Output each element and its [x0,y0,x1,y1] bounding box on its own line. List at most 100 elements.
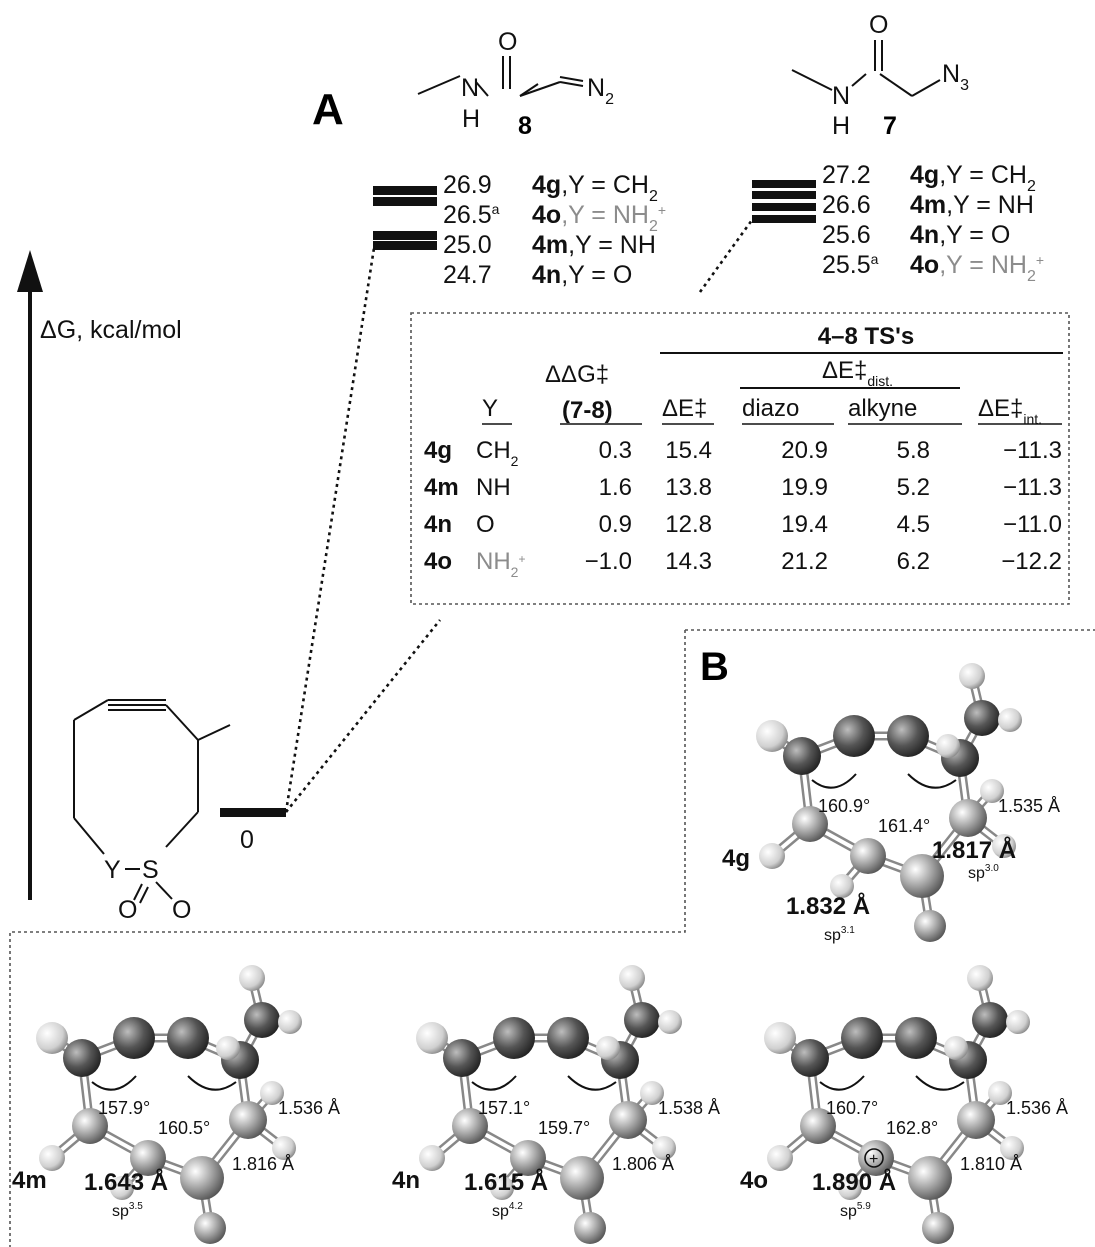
level-value: 25.0 [443,231,492,259]
col-header-y: Y [482,395,498,422]
angle-label-1: 160.7° [826,1098,878,1118]
atom-O-8: O [498,28,517,56]
zero-label: 0 [240,826,254,854]
ts-structure-4m: 157.9° 160.5° 1.536 Å 1.816 Å 4m 1.643 Å sp3.5 [12,965,340,1244]
table-cell-alkyne: 6.2 [897,548,930,575]
angle-label-2: 161.4° [878,816,930,836]
ddg-header: ΔΔG‡ [545,361,609,388]
bond-ys-label: 1.643 Å [84,1168,168,1196]
level-value: 25.5a [822,251,879,279]
panel-b-label: B [700,645,729,689]
table-row-id: 4m [424,474,459,501]
atom [850,838,886,874]
table-row-y: O [476,511,495,538]
table-cell-ddg: 0.9 [599,511,632,538]
atom [756,720,788,752]
level-compound-label: 4n,Y = O [532,261,632,289]
angle-arc [915,1075,965,1091]
structure-id-label: 4g [722,845,750,872]
table-row-id: 4n [424,511,452,538]
atom [992,834,1016,858]
table-cell-de: 12.8 [665,511,712,538]
hybrid-ys-label: sp5.9 [840,1201,871,1220]
bond-length-label: 1.535 Å [998,796,1060,816]
col-header-alkyne: alkyne [848,395,917,422]
table-cell-diazo: 20.9 [781,437,828,464]
hybrid-ys-label: sp3.5 [112,1201,143,1220]
atom [619,965,645,991]
dotted-connectors [284,219,754,813]
atom [260,1081,284,1105]
ts-table-box [410,312,1070,605]
angle-label-1: 157.9° [98,1098,150,1118]
atom [792,806,828,842]
table-cell-alkyne: 5.2 [897,474,930,501]
atom [944,1036,968,1060]
angle-label-2: 162.8° [886,1118,938,1138]
level-compound-label: 4g,Y = CH2 [910,161,1036,195]
compound-7-structure [791,40,941,97]
atom [767,1145,793,1171]
atom [1000,1136,1024,1160]
level-value: 26.9 [443,171,492,199]
hybrid-cs-label: sp3.0 [968,863,999,882]
structure-id-label: 4m [12,1167,47,1194]
atom [964,700,1000,736]
table-cell-int: −11.3 [1003,437,1062,464]
angle-arc [819,1075,865,1091]
bond-cs-label: 1.817 Å [932,836,1016,864]
reactant-atom-O1: O [118,896,137,924]
atom [36,1022,68,1054]
angle-arc [187,1075,237,1091]
atom [624,1002,660,1038]
atom [959,663,985,689]
atom-N2-8: N2 [587,74,614,108]
bond-length-label: 1.536 Å [1006,1098,1068,1118]
angle-arc [91,1075,137,1091]
level-value: 24.7 [443,261,492,289]
bond-cs-label: 1.810 Å [960,1154,1022,1174]
atom [560,1156,604,1200]
level-compound-label: 4o,Y = NH2+ [910,251,1044,285]
level-bar [752,191,816,199]
atom [998,708,1022,732]
table-cell-diazo: 21.2 [781,548,828,575]
table-row-id: 4o [424,548,452,575]
atom [180,1156,224,1200]
atom [216,1036,240,1060]
table-cell-alkyne: 4.5 [897,511,930,538]
atom [833,715,875,757]
atom [609,1101,647,1139]
atom [783,737,821,775]
ts-structure-4o: 160.7° 162.8° 1.536 Å 1.810 Å 4o 1.890 Å sp5.9… [740,965,1068,1244]
bond-ys-label: 1.615 Å [464,1168,548,1196]
atom [980,779,1004,803]
table-row-y: NH2+ [476,548,525,580]
atom-O-7: O [869,11,888,39]
atom [63,1039,101,1077]
table-cell-int: −11.0 [1003,511,1062,538]
col-header-int: ΔE‡int. [978,395,1042,427]
angle-arc [567,1075,617,1091]
atom [39,1145,65,1171]
table-cell-alkyne: 5.8 [897,437,930,464]
atom [908,1156,952,1200]
angle-arc [471,1075,517,1091]
atom [887,715,929,757]
energy-levels-7 [752,180,816,223]
table-cell-diazo: 19.9 [781,474,828,501]
compound-8-number: 8 [518,112,532,140]
atom [640,1081,664,1105]
atom [830,874,854,898]
level-bar [752,180,816,188]
bond-length-label: 1.536 Å [278,1098,340,1118]
atom-N3-7: N3 [942,60,969,94]
atom [167,1017,209,1059]
level-labels-7: 27.2 4g,Y = CH2 26.6 4m,Y = NH 25.6 4n,Y = O 2… [822,161,1044,285]
table-row-y: CH2 [476,437,519,469]
atom [194,1212,226,1244]
atom [229,1101,267,1139]
compound-8-structure [417,56,584,97]
level-value: 26.5a [443,201,500,229]
table-cell-de: 13.8 [665,474,712,501]
